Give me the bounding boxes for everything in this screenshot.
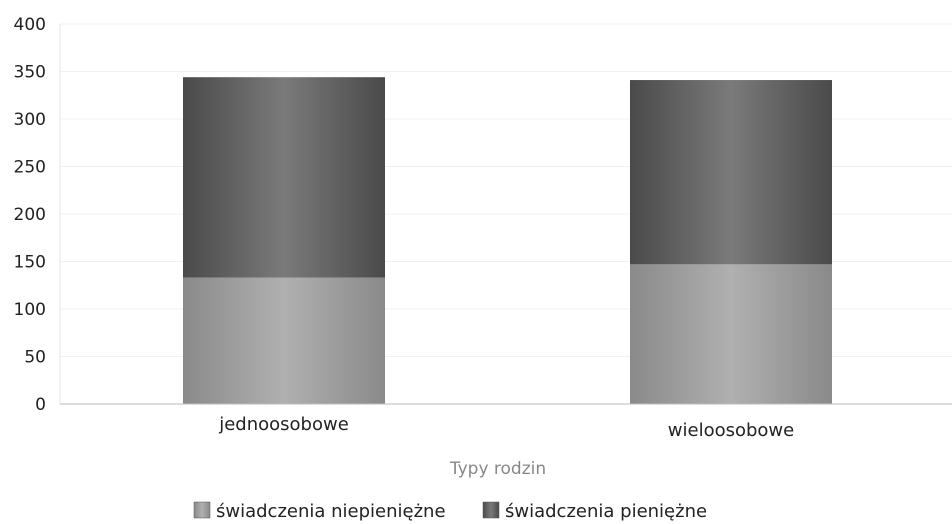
x-axis-title: Typy rodzin (449, 459, 546, 479)
bar-segment (183, 77, 385, 278)
y-tick-label: 0 (35, 395, 46, 415)
x-tick-label: jednoosobowe (218, 414, 349, 435)
y-tick-label: 50 (24, 348, 46, 368)
y-tick-label: 150 (14, 253, 46, 273)
legend-label: świadczenia niepieniężne (216, 501, 446, 522)
y-axis-ticks: 0 50 100 150 200 250 300 350 400 (14, 15, 46, 415)
legend-label: świadczenia pieniężne (505, 501, 707, 522)
bar-segment (630, 264, 832, 404)
x-axis-labels: jednoosobowe wieloosobowe (218, 414, 794, 441)
legend-swatch (193, 501, 211, 519)
y-tick-label: 200 (14, 205, 46, 225)
y-tick-label: 300 (14, 110, 46, 130)
y-tick-label: 250 (14, 158, 46, 178)
legend-swatch (482, 501, 500, 519)
bars (183, 77, 832, 404)
y-tick-label: 100 (14, 300, 46, 320)
bar-segment (183, 277, 385, 404)
y-tick-label: 350 (14, 63, 46, 83)
x-tick-label: wieloosobowe (668, 420, 794, 441)
legend: świadczenia niepieniężne świadczenia pien… (193, 501, 707, 522)
bar-segment (630, 80, 832, 265)
y-tick-label: 400 (14, 15, 46, 35)
